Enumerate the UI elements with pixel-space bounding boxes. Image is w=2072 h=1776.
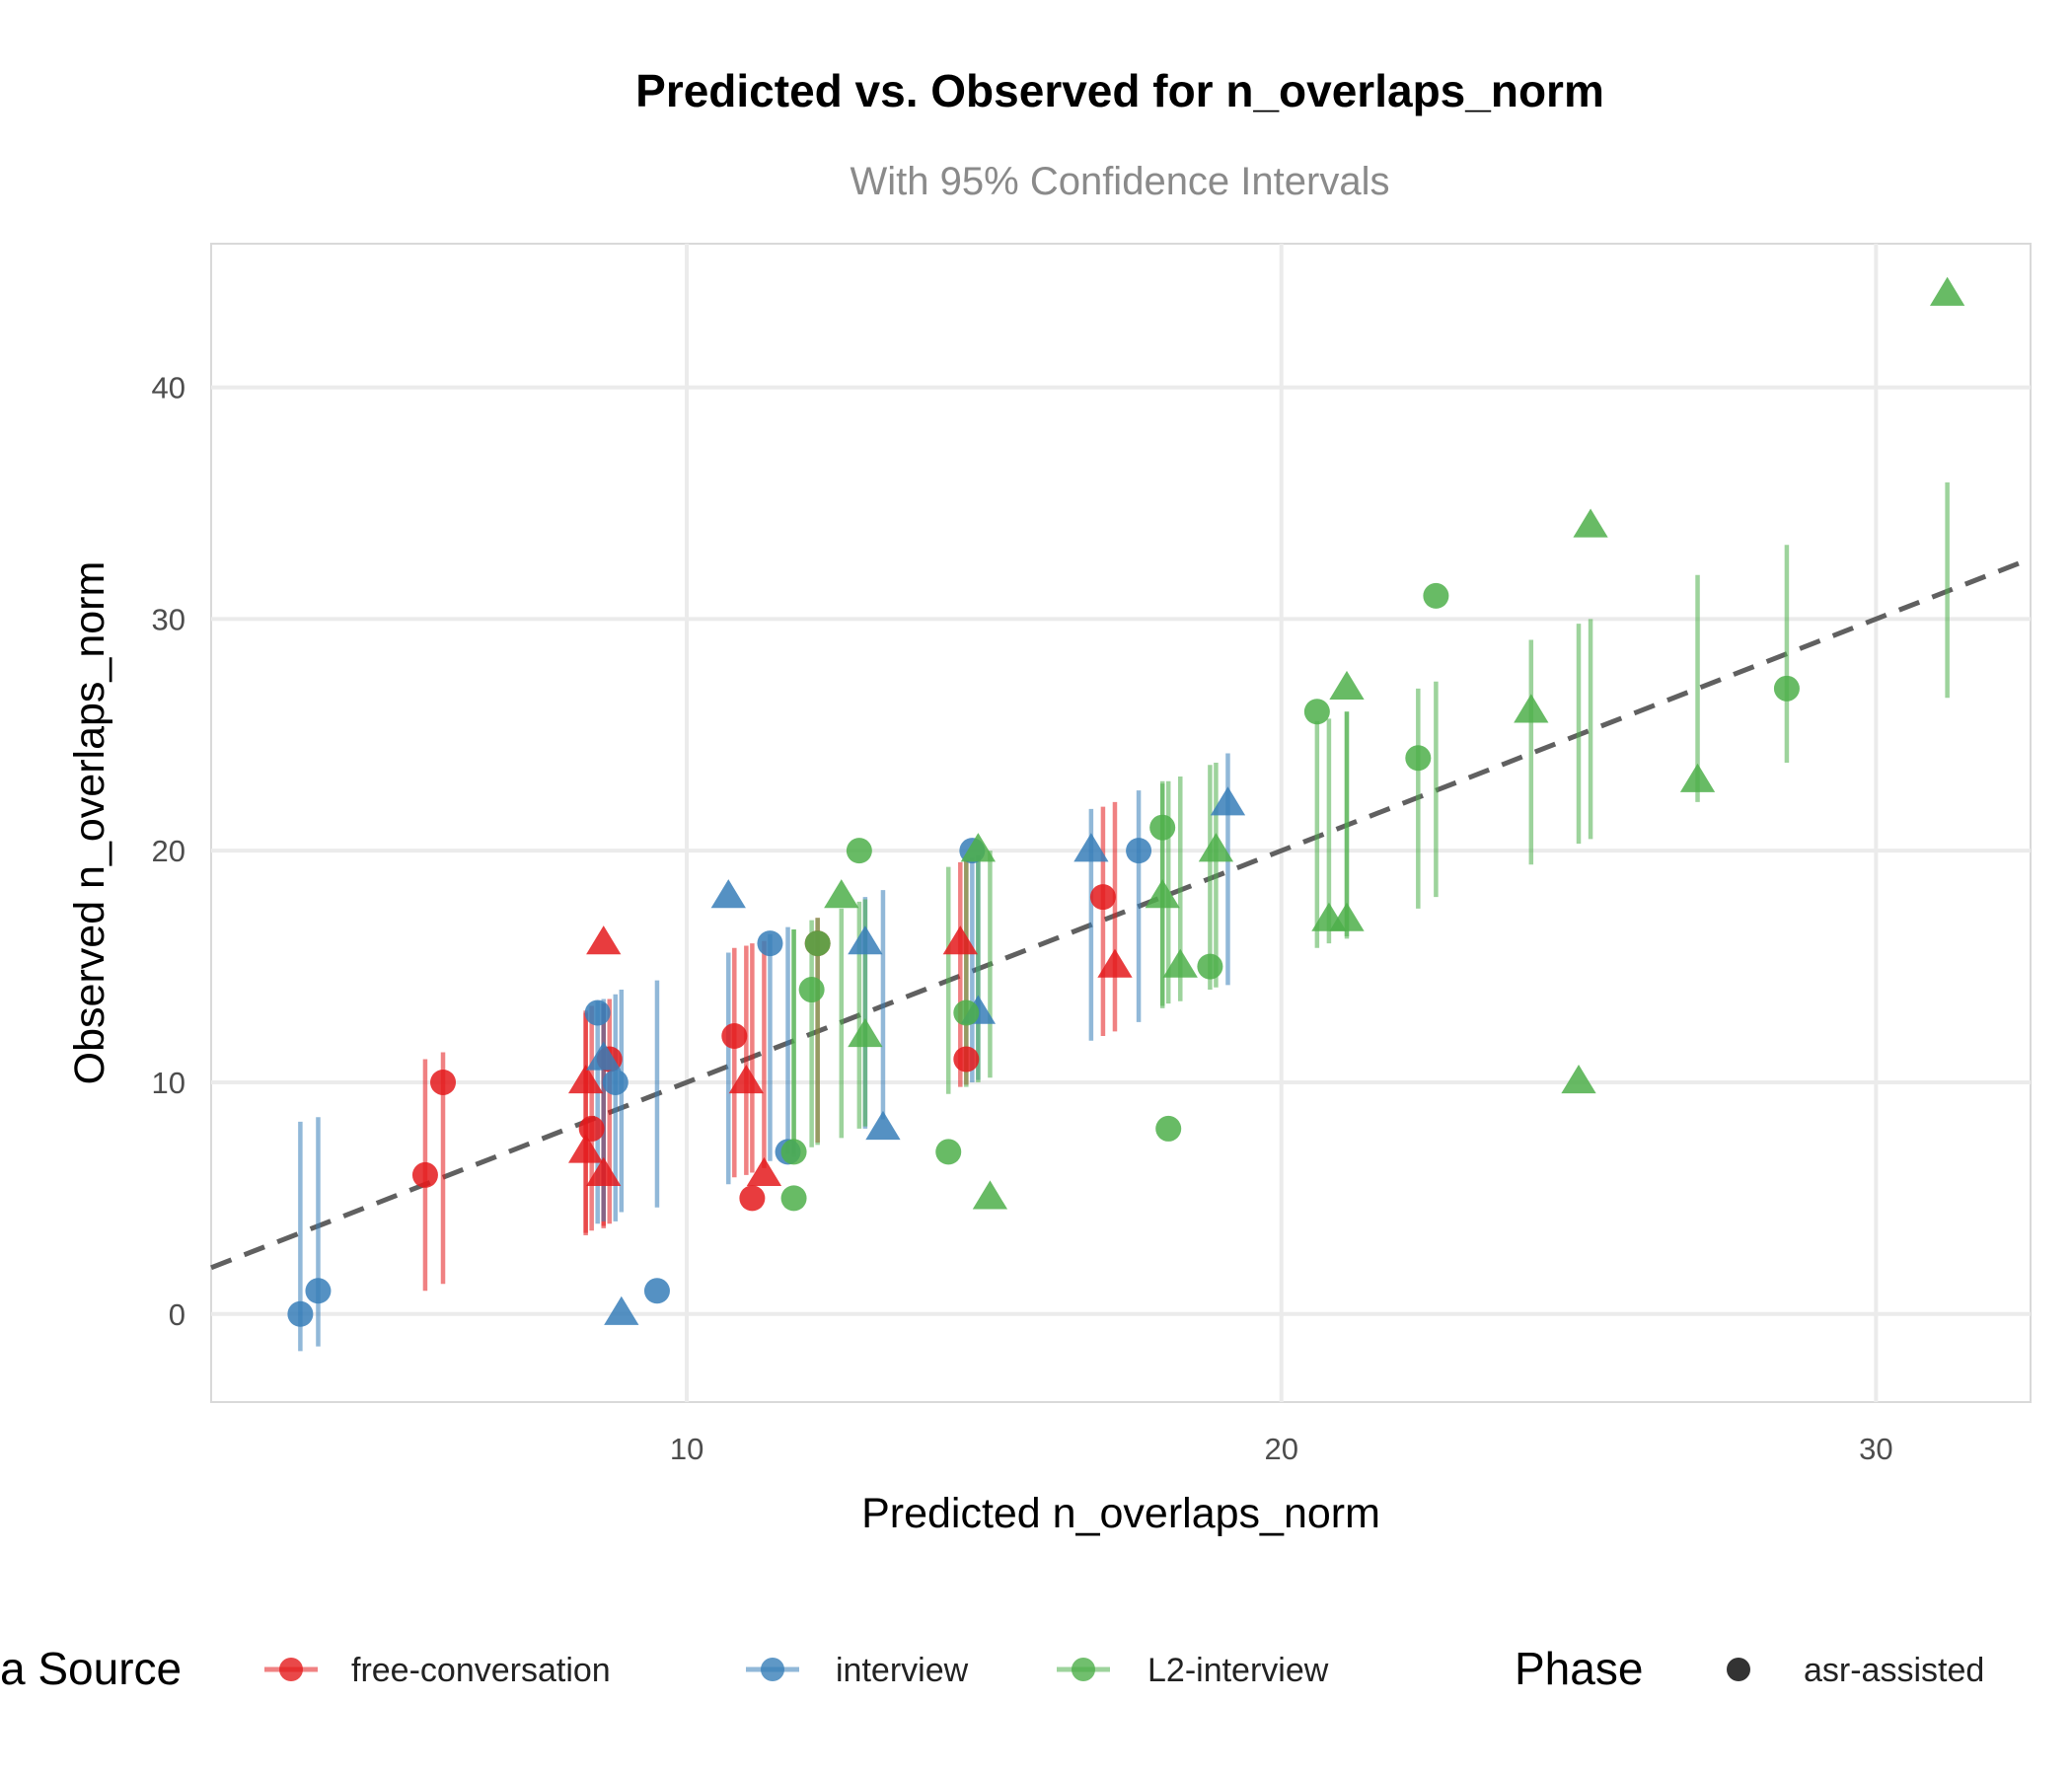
point-triangle-free-conversation — [568, 1064, 604, 1094]
point-triangle-l2-interview — [1198, 833, 1234, 862]
x-tick-label: 30 — [1859, 1432, 1892, 1466]
chart-title: Predicted vs. Observed for n_overlaps_no… — [635, 65, 1604, 116]
legend-source-title: a Source — [0, 1643, 182, 1694]
x-axis-title: Predicted n_overlaps_norm — [861, 1490, 1380, 1537]
point-circle-l2-interview — [780, 1185, 807, 1212]
point-circle-free-conversation — [721, 1023, 748, 1050]
point-circle-l2-interview — [1197, 953, 1223, 980]
y-tick-label: 20 — [152, 834, 185, 868]
y-tick-labels: 0 10 20 30 40 — [152, 371, 185, 1332]
point-triangle-l2-interview — [824, 879, 859, 909]
y-tick-label: 0 — [169, 1297, 185, 1332]
legend-item-free-conversation: free-conversation — [264, 1652, 611, 1689]
point-triangle-interview — [865, 1110, 901, 1141]
point-circle-interview — [757, 930, 783, 957]
point-circle-l2-interview — [1155, 1115, 1182, 1142]
point-triangle-l2-interview — [972, 1180, 1008, 1210]
legend-label-interview: interview — [836, 1652, 969, 1689]
point-triangle-free-conversation — [728, 1064, 764, 1094]
point-triangle-free-conversation — [568, 1134, 604, 1163]
point-triangle-l2-interview — [848, 1018, 883, 1048]
legend-label-free-conversation: free-conversation — [351, 1652, 611, 1689]
point-triangle-interview — [1073, 833, 1109, 862]
y-tick-label: 40 — [152, 371, 185, 406]
point-circle-free-conversation — [430, 1069, 457, 1095]
point-triangle-free-conversation — [586, 1156, 622, 1187]
point-circle-free-conversation — [411, 1161, 438, 1188]
point-triangle-free-conversation — [586, 925, 622, 955]
point-circle-interview — [643, 1278, 670, 1304]
legend-label-l2-interview: L2-interview — [1147, 1652, 1329, 1689]
point-triangle-l2-interview — [1561, 1064, 1596, 1094]
point-triangle-interview — [710, 879, 746, 909]
point-triangle-free-conversation — [942, 925, 978, 955]
point-triangle-l2-interview — [1329, 902, 1365, 931]
y-tick-label: 10 — [152, 1066, 185, 1100]
point-circle-interview — [584, 999, 611, 1026]
point-circle-l2-interview — [1149, 814, 1176, 841]
point-triangle-l2-interview — [1145, 879, 1180, 909]
x-tick-label: 20 — [1264, 1432, 1297, 1466]
legend-key-dot-asr-assisted — [1727, 1658, 1750, 1681]
legend: a Source free-conversation interview L2-… — [0, 1643, 1984, 1694]
point-circle-l2-interview — [1423, 582, 1449, 609]
point-triangle-l2-interview — [960, 833, 997, 862]
point-circle-l2-interview — [804, 930, 831, 957]
identity-line — [210, 555, 2032, 1271]
legend-item-asr-assisted: asr-assisted — [1727, 1652, 1984, 1689]
point-circle-l2-interview — [953, 999, 980, 1026]
point-triangle-l2-interview — [1929, 276, 1965, 306]
point-circle-l2-interview — [1303, 699, 1330, 725]
point-triangle-interview — [604, 1295, 639, 1325]
x-tick-labels: 10 20 30 — [670, 1432, 1893, 1466]
point-triangle-l2-interview — [1329, 670, 1365, 700]
point-circle-interview — [287, 1300, 314, 1327]
chart-subtitle: With 95% Confidence Intervals — [851, 160, 1390, 203]
point-triangle-l2-interview — [1573, 508, 1608, 538]
legend-item-l2-interview: L2-interview — [1057, 1652, 1329, 1689]
legend-label-asr-assisted: asr-assisted — [1804, 1652, 1984, 1689]
point-triangle-l2-interview — [1162, 948, 1198, 978]
point-triangle-free-conversation — [746, 1156, 782, 1187]
point-circle-interview — [1126, 838, 1152, 864]
point-triangle-free-conversation — [1097, 948, 1133, 978]
point-triangle-interview — [1210, 786, 1246, 816]
point-circle-free-conversation — [578, 1115, 605, 1142]
point-circle-l2-interview — [798, 977, 825, 1003]
point-circle-l2-interview — [1773, 675, 1800, 702]
legend-key-dot-free-conversation — [279, 1658, 303, 1681]
data-points — [287, 276, 1965, 1327]
x-tick-label: 10 — [670, 1432, 703, 1466]
point-circle-free-conversation — [739, 1185, 766, 1212]
y-tick-label: 30 — [152, 602, 185, 636]
point-circle-interview — [602, 1069, 629, 1095]
point-triangle-l2-interview — [1514, 694, 1549, 723]
point-triangle-interview — [586, 1041, 622, 1071]
point-circle-l2-interview — [1405, 745, 1432, 772]
point-circle-l2-interview — [846, 838, 872, 864]
grid-lines — [211, 244, 2031, 1402]
identity-reference-line — [210, 555, 2032, 1271]
y-axis-title: Observed n_overlaps_norm — [66, 561, 113, 1085]
legend-item-interview: interview — [746, 1652, 969, 1689]
point-triangle-interview — [848, 925, 883, 955]
point-circle-l2-interview — [780, 1139, 807, 1165]
legend-phase-title: Phase — [1515, 1643, 1643, 1694]
point-triangle-l2-interview — [1679, 763, 1716, 792]
point-circle-l2-interview — [935, 1139, 962, 1165]
plot-panel — [210, 243, 2032, 1403]
point-circle-interview — [305, 1278, 332, 1304]
legend-key-dot-interview — [761, 1658, 784, 1681]
legend-key-dot-l2-interview — [1072, 1658, 1095, 1681]
point-circle-free-conversation — [1089, 884, 1116, 911]
point-circle-free-conversation — [953, 1046, 980, 1073]
